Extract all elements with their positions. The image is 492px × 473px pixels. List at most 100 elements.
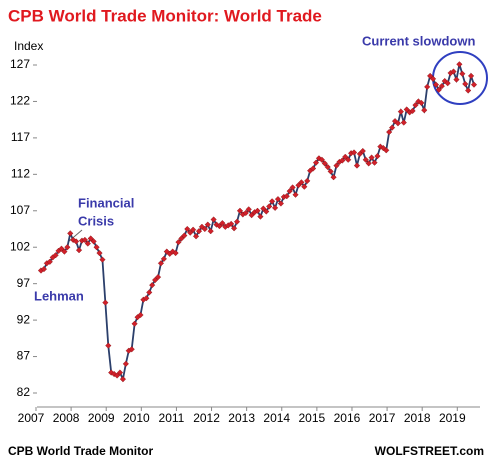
data-point xyxy=(424,83,431,90)
data-point xyxy=(254,207,261,214)
x-tick-label: 2014 xyxy=(263,411,290,425)
data-point xyxy=(315,155,323,162)
data-point xyxy=(61,248,68,255)
data-point xyxy=(394,120,402,127)
data-point xyxy=(67,230,74,237)
data-point xyxy=(400,119,407,126)
data-point xyxy=(143,295,150,302)
data-point xyxy=(75,247,83,254)
data-point xyxy=(52,252,59,259)
data-point xyxy=(310,165,317,172)
data-point xyxy=(359,147,366,155)
data-point xyxy=(99,256,106,263)
data-point xyxy=(383,147,390,154)
data-point xyxy=(350,149,358,156)
data-point xyxy=(368,154,375,161)
data-point xyxy=(371,159,378,166)
data-point xyxy=(465,87,472,94)
data-point xyxy=(190,226,197,233)
data-point xyxy=(137,311,144,319)
annotation: Current slowdown xyxy=(362,33,475,48)
y-tick-label: 97 xyxy=(17,276,31,290)
data-point xyxy=(201,225,208,233)
data-point xyxy=(421,107,428,114)
data-point xyxy=(324,163,331,171)
data-point xyxy=(277,200,284,207)
y-tick-label: 117 xyxy=(11,130,30,144)
data-point xyxy=(93,244,100,251)
data-point xyxy=(432,81,440,88)
data-point xyxy=(388,124,396,131)
data-point xyxy=(263,208,270,215)
data-point xyxy=(175,239,182,246)
data-point xyxy=(231,225,238,232)
data-point xyxy=(119,376,127,383)
y-tick-label: 112 xyxy=(11,167,30,181)
data-point xyxy=(470,81,478,88)
x-tick-label: 2008 xyxy=(53,411,80,425)
annotation: Crisis xyxy=(78,213,114,228)
footer: CPB World Trade Monitor xyxy=(8,444,153,458)
x-tick-label: 2007 xyxy=(18,411,45,425)
data-point xyxy=(81,236,88,244)
data-point xyxy=(459,70,466,77)
x-tick-label: 2009 xyxy=(88,411,115,425)
data-point xyxy=(184,225,191,233)
footer: WOLFSTREET.com xyxy=(375,444,484,458)
data-point xyxy=(131,320,138,327)
data-point xyxy=(467,72,475,80)
data-point xyxy=(154,274,162,281)
x-tick-label: 2019 xyxy=(439,411,466,425)
data-point xyxy=(318,156,325,163)
data-point xyxy=(333,162,340,169)
data-point xyxy=(435,86,442,93)
data-point xyxy=(163,248,170,255)
data-point xyxy=(172,249,179,257)
data-point xyxy=(149,282,156,289)
data-point xyxy=(418,99,425,106)
annotation: Financial xyxy=(78,195,134,210)
data-point xyxy=(198,223,205,230)
data-point xyxy=(40,266,48,273)
highlight-circle xyxy=(432,51,488,105)
data-point xyxy=(160,255,167,262)
data-point xyxy=(271,204,279,211)
data-point xyxy=(181,232,188,239)
chart-title: CPB World Trade Monitor: World Trade xyxy=(8,6,322,25)
data-point xyxy=(312,159,320,166)
data-point xyxy=(450,68,457,75)
data-point xyxy=(292,191,299,198)
x-tick-label: 2011 xyxy=(159,411,185,425)
y-tick-label: 92 xyxy=(17,312,31,326)
x-tick-label: 2015 xyxy=(299,411,326,425)
data-point xyxy=(330,174,337,181)
data-point xyxy=(146,289,153,296)
data-point xyxy=(391,118,399,125)
data-point xyxy=(210,216,217,223)
data-point xyxy=(444,80,451,87)
y-tick-label: 82 xyxy=(17,385,31,399)
data-point xyxy=(429,75,437,82)
data-point xyxy=(169,248,176,255)
data-point xyxy=(219,220,226,227)
data-point xyxy=(456,61,463,68)
data-point xyxy=(128,346,135,353)
y-tick-label: 107 xyxy=(10,203,30,217)
data-point xyxy=(228,220,235,227)
data-point xyxy=(245,206,252,213)
data-point xyxy=(233,218,241,225)
y-axis-label: Index xyxy=(14,39,43,53)
data-point xyxy=(195,228,203,235)
x-tick-label: 2016 xyxy=(334,411,361,425)
data-point xyxy=(122,360,129,367)
data-point xyxy=(301,183,308,190)
data-point xyxy=(438,83,445,90)
data-point xyxy=(298,179,305,186)
data-point xyxy=(345,156,352,163)
data-point xyxy=(304,177,311,184)
data-point xyxy=(96,249,103,257)
data-point xyxy=(213,221,220,228)
data-point xyxy=(409,107,416,115)
data-point xyxy=(321,160,328,167)
